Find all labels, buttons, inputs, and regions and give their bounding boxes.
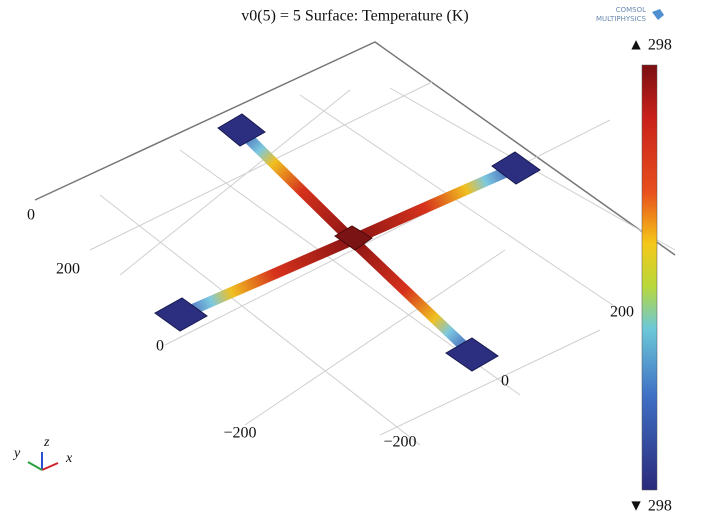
axis-label: 200: [56, 261, 80, 278]
axis-label: −200: [223, 425, 256, 442]
axis-triad: z x y: [12, 435, 73, 470]
axis-label: 0: [27, 207, 35, 224]
axis-label: 0: [501, 373, 509, 390]
beam: [352, 240, 470, 352]
triad-label: x: [65, 451, 73, 466]
axis-label: 0: [156, 338, 164, 355]
logo: MULTIPHYSICS: [596, 15, 647, 23]
colorbar: [642, 65, 657, 490]
logo-icon: [652, 9, 664, 20]
axis-label: −200: [383, 434, 416, 451]
title: v0(5) = 5 Surface: Temperature (K): [241, 8, 469, 25]
triad-label: y: [12, 446, 21, 461]
beam: [240, 130, 352, 240]
device: [155, 114, 540, 371]
colorbar-min: ▼ 298: [628, 498, 672, 515]
axis-label: 200: [610, 304, 634, 321]
logo: COMSOL: [616, 6, 646, 14]
figure: v0(5) = 5 Surface: Temperature (K) COMSO…: [0, 0, 704, 517]
beam: [352, 168, 515, 240]
triad-label: z: [43, 435, 50, 450]
colorbar-max: ▲ 298: [628, 37, 672, 54]
